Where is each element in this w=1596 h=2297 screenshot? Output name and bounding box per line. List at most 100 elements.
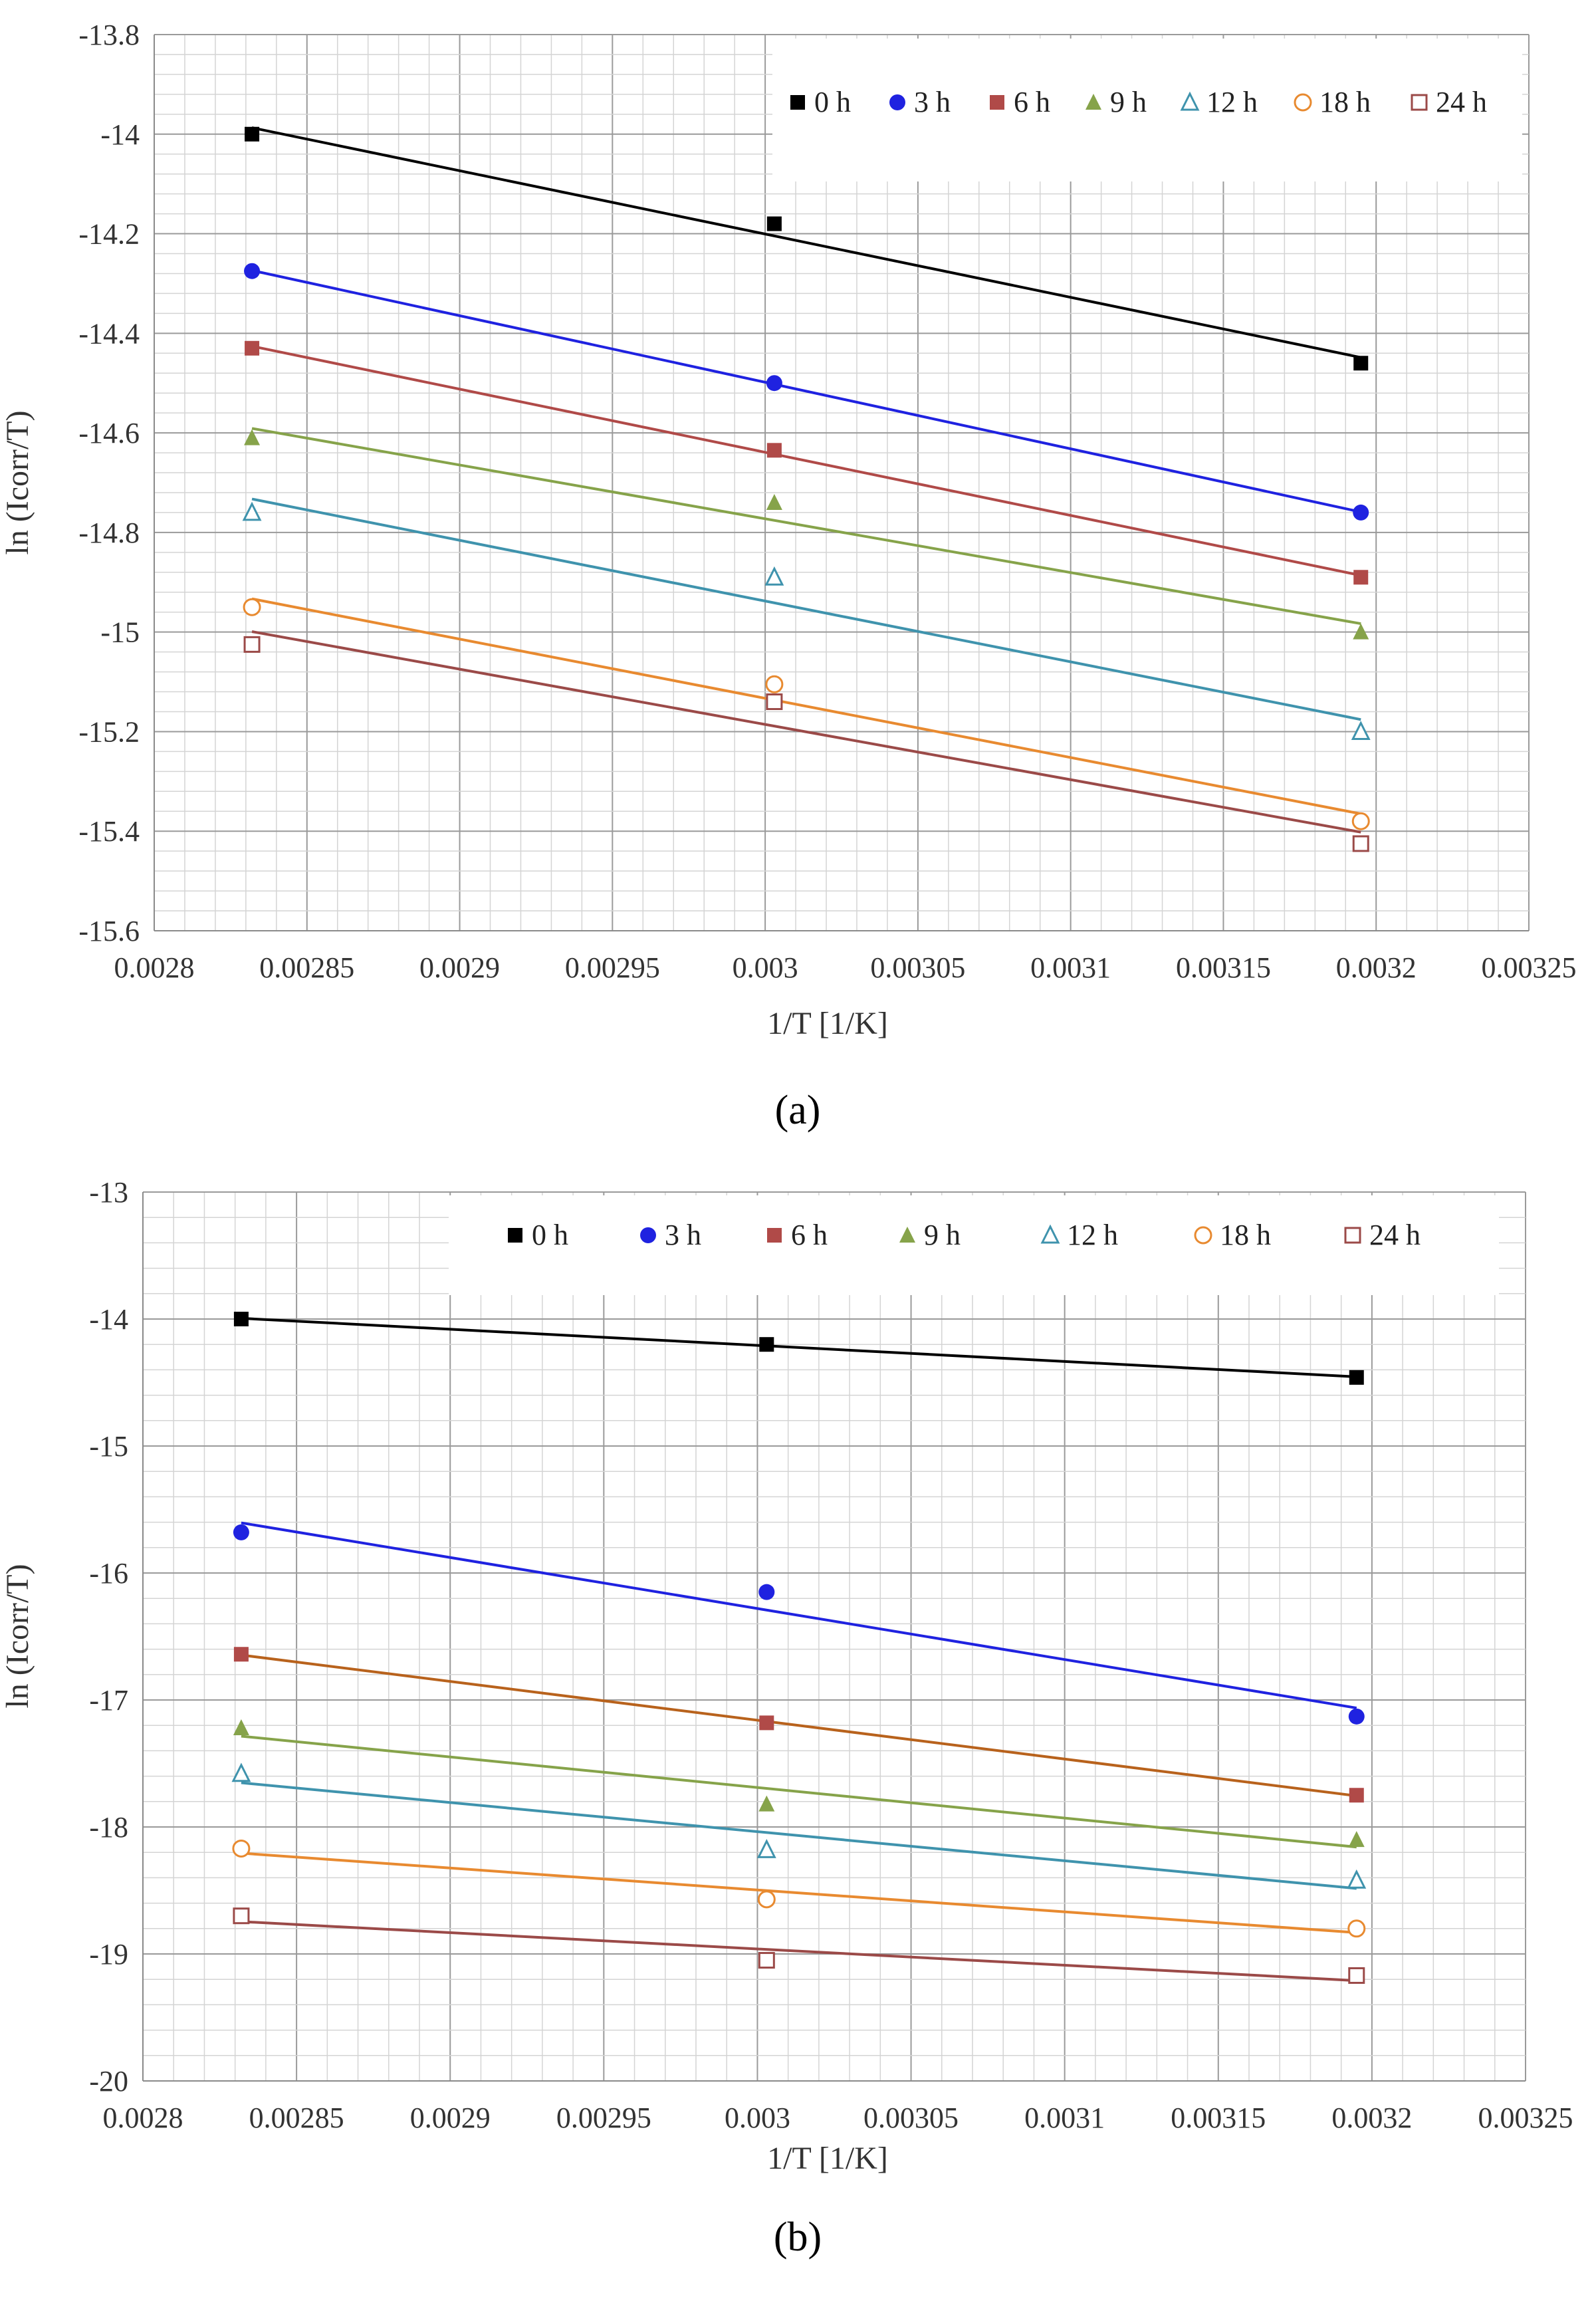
x-tick-label: 0.00305 bbox=[863, 2102, 959, 2134]
data-point bbox=[244, 429, 261, 445]
data-point bbox=[758, 1952, 775, 1969]
trendline bbox=[241, 1653, 1357, 1798]
series-0h bbox=[245, 126, 1369, 371]
x-tick-label: 0.0031 bbox=[1024, 2102, 1105, 2134]
x-tick-label: 0.00325 bbox=[1478, 2102, 1573, 2134]
x-tick-label: 0.0032 bbox=[1336, 951, 1417, 984]
data-point bbox=[233, 1647, 249, 1662]
legend-marker bbox=[1040, 1224, 1060, 1244]
legend-label: 12 h bbox=[1206, 86, 1258, 118]
y-axis-label: ln (Icorr/T) bbox=[0, 410, 35, 554]
series-18h bbox=[243, 597, 1370, 830]
y-tick-label: -13 bbox=[89, 1176, 128, 1209]
legend-marker bbox=[889, 94, 905, 110]
series-12h bbox=[242, 497, 1371, 740]
legend-marker bbox=[508, 1228, 522, 1243]
data-point bbox=[756, 1839, 776, 1858]
data-point bbox=[242, 501, 262, 521]
series-6h bbox=[233, 1647, 1364, 1803]
legend-label: 18 h bbox=[1319, 86, 1371, 118]
data-point bbox=[233, 1524, 249, 1540]
x-tick-label: 0.0029 bbox=[410, 2102, 491, 2134]
grid bbox=[142, 1191, 1526, 2082]
data-point bbox=[1351, 721, 1371, 740]
legend-item-18h: 18 h bbox=[1294, 86, 1371, 118]
chart-panel-a: -13.8 -14 -14.2 -14.4 -14.6 -14.8 -15 -15.2 -15.… bbox=[0, 19, 1577, 1041]
x-tick-label: 0.00285 bbox=[249, 2102, 344, 2134]
grid bbox=[154, 34, 1530, 931]
legend-label: 9 h bbox=[924, 1219, 961, 1251]
data-point bbox=[766, 216, 782, 231]
legend-item-3h: 3 h bbox=[889, 86, 951, 118]
y-tick-label: -14.8 bbox=[78, 517, 140, 549]
y-tick-label: -20 bbox=[89, 2065, 128, 2098]
series-9h bbox=[244, 427, 1369, 640]
x-axis-label: 1/T [1/K] bbox=[767, 2141, 888, 2176]
x-tick-label: 0.00295 bbox=[556, 2102, 651, 2134]
legend-label: 24 h bbox=[1369, 1219, 1421, 1251]
trendline bbox=[251, 269, 1361, 514]
trendline bbox=[241, 1316, 1357, 1378]
legend-item-18h: 18 h bbox=[1194, 1219, 1271, 1251]
y-tick-label: -14.2 bbox=[78, 218, 140, 251]
trendline bbox=[251, 497, 1361, 721]
y-tick-label: -17 bbox=[89, 1684, 128, 1717]
series-3h bbox=[233, 1521, 1365, 1725]
legend-label: 12 h bbox=[1067, 1219, 1118, 1251]
data-point bbox=[1348, 1708, 1365, 1725]
legend-marker bbox=[1085, 94, 1101, 110]
data-point bbox=[1348, 1831, 1365, 1848]
x-tick-label: 0.00285 bbox=[259, 951, 354, 984]
data-point bbox=[233, 1907, 250, 1925]
series-12h bbox=[231, 1762, 1367, 1890]
data-point bbox=[1353, 623, 1369, 640]
trendline bbox=[251, 597, 1361, 816]
data-point bbox=[758, 1584, 775, 1600]
legend-label: 18 h bbox=[1220, 1219, 1271, 1251]
x-tick-label: 0.00295 bbox=[565, 951, 660, 984]
chart-panel-b: -13 -14 -15 -16 -17 -18 -19 -20 0.0028 0.00285 0.0… bbox=[0, 1176, 1573, 2176]
x-tick-label: 0.003 bbox=[733, 951, 798, 984]
panel-label: (b) bbox=[774, 2215, 822, 2260]
x-tick-label: 0.00315 bbox=[1171, 2102, 1266, 2134]
legend-box bbox=[772, 39, 1522, 181]
data-point bbox=[757, 1890, 776, 1909]
legend-label: 3 h bbox=[914, 86, 951, 118]
x-tick-label: 0.003 bbox=[725, 2102, 790, 2134]
legend-marker bbox=[790, 95, 805, 110]
trendline bbox=[241, 1735, 1357, 1849]
trendline bbox=[251, 344, 1361, 577]
data-point bbox=[759, 1337, 774, 1352]
data-point bbox=[1349, 1370, 1364, 1385]
legend-label: 24 h bbox=[1436, 86, 1487, 118]
data-point bbox=[243, 598, 261, 616]
data-point bbox=[766, 375, 782, 392]
data-point bbox=[245, 340, 260, 356]
trendline bbox=[241, 1852, 1357, 1934]
series-6h bbox=[245, 340, 1369, 585]
data-point bbox=[1347, 1919, 1366, 1938]
x-tick-label: 0.0028 bbox=[114, 951, 195, 984]
data-point bbox=[764, 566, 784, 586]
trendline bbox=[241, 1920, 1357, 1983]
data-point bbox=[1353, 504, 1369, 521]
legend-label: 0 h bbox=[532, 1219, 568, 1251]
series-9h bbox=[233, 1719, 1365, 1849]
legend-item-6h: 6 h bbox=[990, 86, 1050, 118]
legend-item-9h: 9 h bbox=[1085, 86, 1147, 118]
data-point bbox=[1347, 1869, 1367, 1889]
legend-item-9h: 9 h bbox=[899, 1219, 961, 1251]
y-tick-label: -16 bbox=[89, 1557, 128, 1590]
legend-marker bbox=[767, 1228, 782, 1243]
x-tick-label: 0.00315 bbox=[1176, 951, 1271, 984]
legend-marker bbox=[1344, 1227, 1361, 1244]
y-tick-label: -14.6 bbox=[78, 417, 140, 449]
x-tick-label: 0.0028 bbox=[103, 2102, 183, 2134]
legend-label: 3 h bbox=[665, 1219, 701, 1251]
legend-item-6h: 6 h bbox=[767, 1219, 828, 1251]
y-tick-label: -15 bbox=[89, 1430, 128, 1463]
trendline bbox=[251, 427, 1361, 626]
data-point bbox=[758, 1795, 775, 1812]
legend-item-3h: 3 h bbox=[640, 1219, 701, 1251]
data-point bbox=[1353, 356, 1369, 371]
